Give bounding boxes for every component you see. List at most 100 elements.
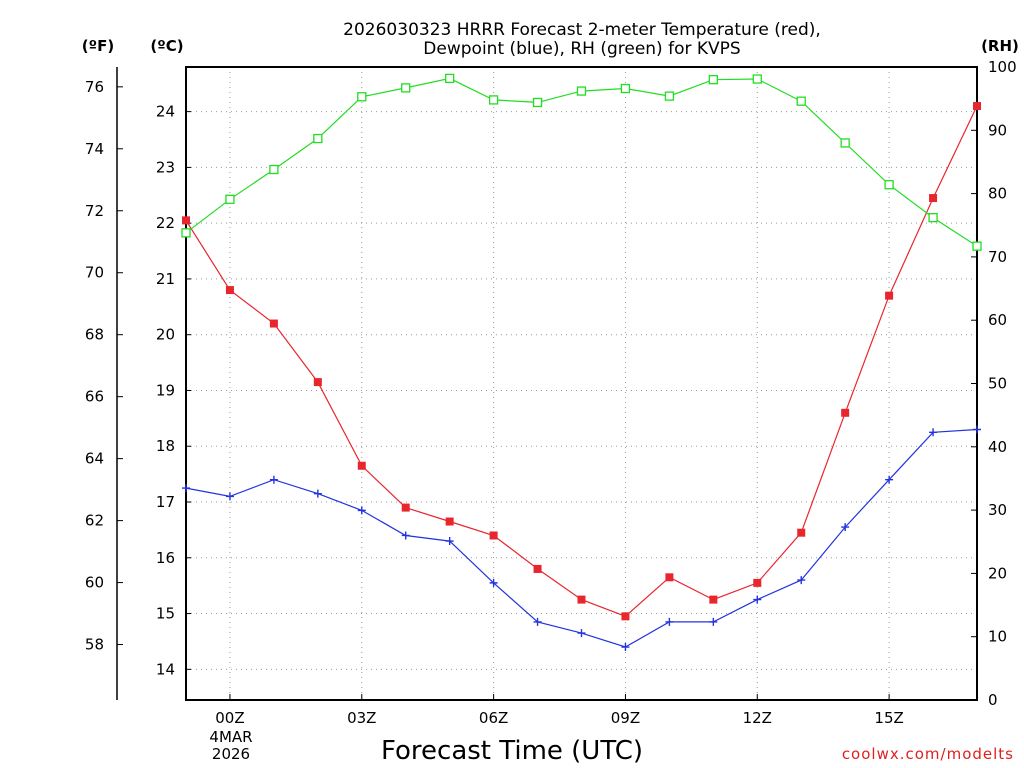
dewpoint-point bbox=[225, 492, 234, 501]
temperature-point bbox=[357, 461, 366, 470]
temperature-point bbox=[841, 408, 850, 417]
temperature-point bbox=[753, 578, 762, 587]
rh-point bbox=[181, 228, 191, 238]
dewpoint-point bbox=[753, 595, 762, 604]
dewpoint-point bbox=[577, 629, 586, 638]
rh-point bbox=[752, 74, 762, 84]
x-axis-title: Forecast Time (UTC) bbox=[381, 736, 643, 766]
rh-tick-label: 30 bbox=[988, 501, 1007, 519]
fahrenheit-tick-label: 64 bbox=[85, 450, 104, 468]
dewpoint-point bbox=[797, 576, 806, 585]
rh-tick-label: 70 bbox=[988, 248, 1007, 266]
fahrenheit-tick-label: 72 bbox=[85, 202, 104, 220]
fahrenheit-tick-label: 60 bbox=[85, 574, 104, 592]
dewpoint-point bbox=[973, 425, 981, 434]
dewpoint-point bbox=[401, 531, 410, 540]
temperature-point bbox=[929, 194, 938, 203]
temperature-point bbox=[445, 517, 454, 526]
temperature-point bbox=[797, 528, 806, 537]
temperature-point bbox=[533, 564, 542, 573]
rh-tick-label: 0 bbox=[988, 691, 998, 709]
rh-tick-label: 90 bbox=[988, 121, 1007, 139]
dewpoint-point bbox=[182, 484, 190, 493]
rh-tick-label: 50 bbox=[988, 375, 1007, 393]
time-tick-label: 06Z bbox=[479, 709, 508, 727]
dewpoint-point bbox=[709, 617, 718, 626]
rh-point bbox=[708, 75, 718, 85]
rh-point bbox=[357, 92, 367, 102]
dewpoint-point bbox=[621, 643, 630, 652]
celsius-unit-label: (ºC) bbox=[150, 37, 183, 55]
chart-title-line-2: Dewpoint (blue), RH (green) for KVPS bbox=[423, 39, 740, 59]
rh-point bbox=[532, 97, 543, 108]
temperature-point bbox=[665, 573, 674, 582]
time-tick-label: 03Z bbox=[347, 709, 376, 727]
time-tick-label: 15Z bbox=[874, 709, 903, 727]
time-tick-label: 12Z bbox=[743, 709, 772, 727]
rh-point bbox=[488, 95, 499, 105]
celsius-tick-label: 20 bbox=[156, 326, 175, 344]
fahrenheit-tick-label: 66 bbox=[85, 388, 104, 406]
rh-tick-label: 60 bbox=[988, 311, 1007, 329]
rh-point bbox=[269, 164, 279, 175]
dewpoint-point bbox=[929, 428, 938, 437]
rh-point bbox=[576, 86, 587, 96]
rh-unit-label: (RH) bbox=[981, 37, 1019, 55]
fahrenheit-unit-label: (ºF) bbox=[82, 37, 114, 55]
temperature-point bbox=[401, 503, 410, 512]
fahrenheit-tick-label: 58 bbox=[85, 636, 104, 654]
rh-point bbox=[401, 83, 411, 93]
rh-point bbox=[664, 91, 675, 101]
rh-tick-label: 20 bbox=[988, 564, 1007, 582]
celsius-tick-label: 19 bbox=[156, 381, 175, 399]
rh-point bbox=[840, 138, 850, 148]
dewpoint-point bbox=[313, 489, 322, 498]
dewpoint-point bbox=[533, 617, 542, 626]
temperature-point bbox=[489, 531, 498, 540]
date-label-year: 2026 bbox=[212, 745, 250, 763]
celsius-tick-label: 17 bbox=[156, 493, 175, 511]
time-tick-label: 09Z bbox=[611, 709, 640, 727]
rh-point bbox=[884, 180, 894, 190]
fahrenheit-tick-label: 76 bbox=[85, 78, 104, 96]
celsius-tick-label: 21 bbox=[156, 270, 175, 288]
dewpoint-point bbox=[445, 537, 454, 546]
celsius-tick-label: 23 bbox=[156, 158, 175, 176]
temperature-point bbox=[621, 612, 630, 621]
fahrenheit-tick-label: 62 bbox=[85, 512, 104, 530]
chart-title-line-1: 2026030323 HRRR Forecast 2-meter Tempera… bbox=[343, 20, 821, 40]
rh-point bbox=[928, 213, 938, 223]
dewpoint-line bbox=[185, 428, 978, 648]
temperature-point bbox=[973, 102, 981, 111]
time-tick-label: 00Z bbox=[215, 709, 244, 727]
rh-point bbox=[445, 73, 455, 84]
fahrenheit-tick-label: 70 bbox=[85, 264, 104, 282]
temperature-point bbox=[885, 291, 894, 300]
rh-point bbox=[796, 96, 806, 106]
celsius-tick-label: 24 bbox=[156, 103, 175, 121]
rh-tick-label: 100 bbox=[988, 58, 1017, 76]
date-label-month: 4MAR bbox=[209, 728, 252, 746]
fahrenheit-tick-label: 68 bbox=[85, 326, 104, 344]
dewpoint-point bbox=[357, 506, 366, 515]
temperature-point bbox=[182, 216, 190, 225]
dewpoint-point bbox=[665, 617, 674, 626]
temperature-line bbox=[185, 105, 978, 617]
fahrenheit-tick-label: 74 bbox=[85, 140, 104, 158]
temperature-point bbox=[577, 595, 586, 604]
rh-tick-label: 40 bbox=[988, 438, 1007, 456]
credit-label: coolwx.com/modelts bbox=[842, 745, 1014, 763]
celsius-tick-label: 22 bbox=[156, 214, 175, 232]
axis-ticks: 14 15 16 17 18 19 20 21 22 23 24 58 60 62 64 66 68 70 72 74… bbox=[85, 58, 1017, 727]
plot-frame bbox=[185, 66, 978, 701]
temperature-point bbox=[313, 378, 322, 387]
rh-tick-label: 10 bbox=[988, 628, 1007, 646]
rh-point bbox=[313, 133, 323, 144]
dewpoint-point bbox=[269, 475, 278, 484]
celsius-tick-label: 14 bbox=[156, 660, 175, 678]
rh-line bbox=[185, 77, 978, 247]
rh-tick-label: 80 bbox=[988, 185, 1007, 203]
dewpoint-point bbox=[489, 578, 498, 587]
celsius-tick-label: 18 bbox=[156, 437, 175, 455]
